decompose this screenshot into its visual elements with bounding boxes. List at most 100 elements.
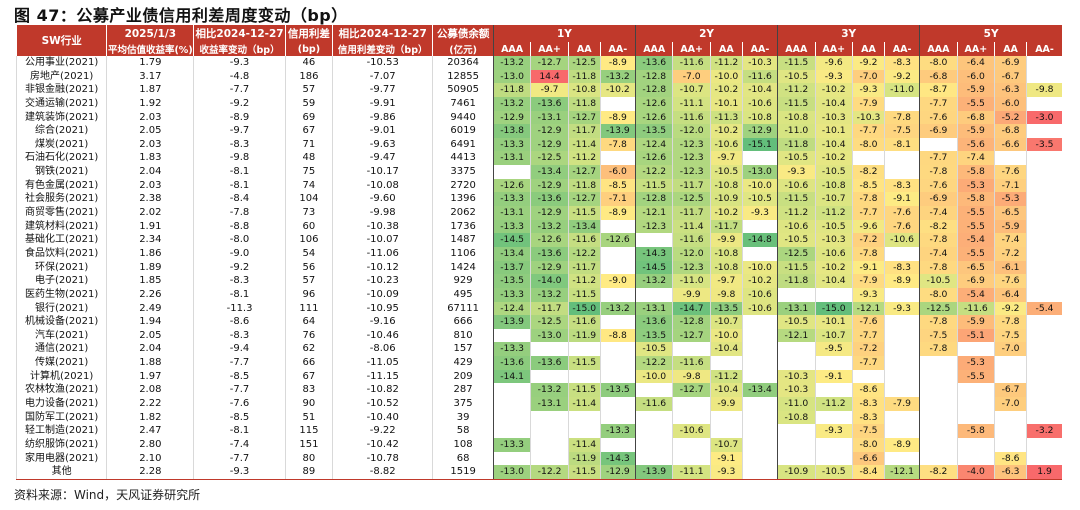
spread-change-cell: -9.1	[709, 451, 743, 466]
table-row: 纺织服饰(2021) 2.80 -7.4 151 -10.42 108 -13.3 -11.4…	[15, 437, 1062, 452]
spread-change-cell: -11.4	[567, 397, 601, 411]
spread-change-cell: -8.2	[919, 465, 958, 480]
spread-change-cell	[599, 342, 636, 357]
chg-yield-cell: -9.2	[193, 96, 286, 111]
spread-change-cell	[672, 342, 711, 357]
spread-change-cell: -11.2	[777, 83, 816, 97]
yield-cell: 2.28	[106, 465, 194, 480]
spread-change-cell: -10.4	[709, 342, 743, 357]
table-row: 社会服务(2021) 2.38 -8.4 104 -9.60 1396 -13.3 -13.6…	[15, 192, 1062, 207]
spread-cell: 74	[284, 178, 333, 193]
spread-change-cell: -13.6	[530, 246, 569, 261]
spread-change-cell: -7.8	[851, 192, 885, 207]
spread-cell: 75	[284, 165, 333, 179]
spread-change-cell	[994, 437, 1027, 452]
spread-change-cell	[851, 151, 885, 166]
spread-change-cell: -13.4	[492, 246, 531, 261]
spread-change-cell: -13.0	[492, 465, 531, 480]
spread-change-cell: -11.5	[567, 356, 601, 370]
spread-change-cell: -9.7	[530, 83, 569, 97]
spread-change-cell: -13.0	[530, 328, 569, 343]
spread-change-cell: -12.2	[530, 465, 569, 480]
spread-change-cell: -15.1	[741, 137, 778, 152]
spread-change-cell: -12.7	[672, 383, 711, 398]
spread-change-cell	[741, 397, 778, 411]
spread-change-cell: -11.5	[777, 96, 816, 111]
chg-spread-cell: -9.22	[332, 424, 433, 438]
spread-change-cell: -5.6	[956, 137, 995, 152]
spread-change-cell: -10.6	[741, 301, 778, 316]
industry-cell: 钢铁(2021)	[15, 165, 107, 179]
balance-cell: 209	[432, 369, 494, 384]
spread-change-cell: -6.8	[956, 110, 995, 125]
spread-change-cell: -14.5	[634, 260, 673, 275]
spread-change-cell: -12.1	[777, 328, 816, 343]
header-grade: AA+	[956, 42, 995, 56]
header-grade: AA-	[883, 42, 920, 56]
yield-cell: 2.05	[106, 328, 194, 343]
balance-cell: 1736	[432, 219, 494, 234]
chg-spread-cell: -10.17	[332, 165, 433, 179]
yield-cell: 2.02	[106, 206, 194, 220]
spread-change-cell: -7.6	[883, 219, 920, 234]
spread-change-cell	[1026, 192, 1062, 207]
yield-cell: 1.91	[106, 219, 194, 234]
spread-change-cell	[1026, 246, 1062, 261]
spread-cell: 51	[284, 410, 333, 425]
spread-change-cell: -13.9	[634, 465, 673, 480]
header-grade: AA+	[672, 42, 711, 56]
header-grade: AAA	[492, 42, 531, 56]
spread-change-cell: -9.1	[814, 369, 853, 384]
spread-change-cell: -10.5	[814, 219, 853, 234]
spread-change-cell: -13.1	[530, 110, 569, 125]
spread-change-cell: -5.8	[956, 192, 995, 207]
table-row: 其他 2.28 -9.3 89 -8.82 1519 -13.0 -12.2 -11.5 -12.…	[15, 465, 1062, 480]
spread-cell: 67	[284, 124, 333, 138]
spread-change-cell: -8.3	[851, 410, 885, 425]
spread-cell: 186	[284, 69, 333, 84]
spread-change-cell: -12.3	[672, 165, 711, 179]
spread-change-cell: -10.2	[814, 151, 853, 166]
chg-spread-cell: -9.91	[332, 96, 433, 111]
spread-change-cell: -5.9	[956, 124, 995, 138]
industry-cell: 环保(2021)	[15, 260, 107, 275]
spread-change-cell: -8.7	[919, 83, 958, 97]
spread-change-cell	[741, 437, 778, 452]
table-row: 有色金属(2021) 2.03 -8.1 74 -10.08 2720 -12.6 -12.9…	[15, 178, 1062, 193]
spread-change-cell: -11.6	[634, 397, 673, 411]
spread-change-cell: -12.7	[672, 328, 711, 343]
chg-spread-cell: -9.60	[332, 192, 433, 207]
spread-change-cell: -13.3	[492, 287, 531, 302]
spread-change-cell	[672, 397, 711, 411]
yield-cell: 2.47	[106, 424, 194, 438]
chg-yield-cell: -8.0	[193, 233, 286, 247]
spread-change-cell: -10.8	[567, 83, 601, 97]
spread-change-cell: -12.5	[777, 246, 816, 261]
balance-cell: 1396	[432, 192, 494, 207]
chg-spread-cell: -9.86	[332, 110, 433, 125]
chg-spread-cell: -8.06	[332, 342, 433, 357]
spread-change-cell: -11.6	[956, 301, 995, 316]
spread-change-cell: -9.3	[741, 206, 778, 220]
spread-change-cell: -9.9	[709, 397, 743, 411]
spread-change-cell: -11.6	[672, 356, 711, 370]
yield-cell: 2.03	[106, 178, 194, 193]
spread-change-cell	[919, 451, 958, 466]
spread-change-cell: -15.0	[814, 301, 853, 316]
header-chg-spread-sub: 信用利差变动（bp）	[332, 42, 433, 56]
spread-change-cell: -11.6	[741, 69, 778, 84]
spread-change-cell	[567, 424, 601, 438]
spread-change-cell: -5.3	[956, 356, 995, 370]
spread-change-cell: -12.6	[634, 96, 673, 111]
spread-change-cell	[634, 410, 673, 425]
spread-change-cell: -10.0	[709, 328, 743, 343]
spread-change-cell: -7.8	[883, 110, 920, 125]
header-grade: AAA	[634, 42, 673, 56]
spread-change-cell: -11.4	[567, 137, 601, 152]
spread-change-cell: -10.5	[777, 69, 816, 84]
balance-cell: 2720	[432, 178, 494, 193]
spread-change-cell: -11.6	[672, 233, 711, 247]
spread-cell: 46	[284, 56, 333, 70]
spread-change-cell	[1026, 274, 1062, 288]
spread-cell: 57	[284, 83, 333, 97]
